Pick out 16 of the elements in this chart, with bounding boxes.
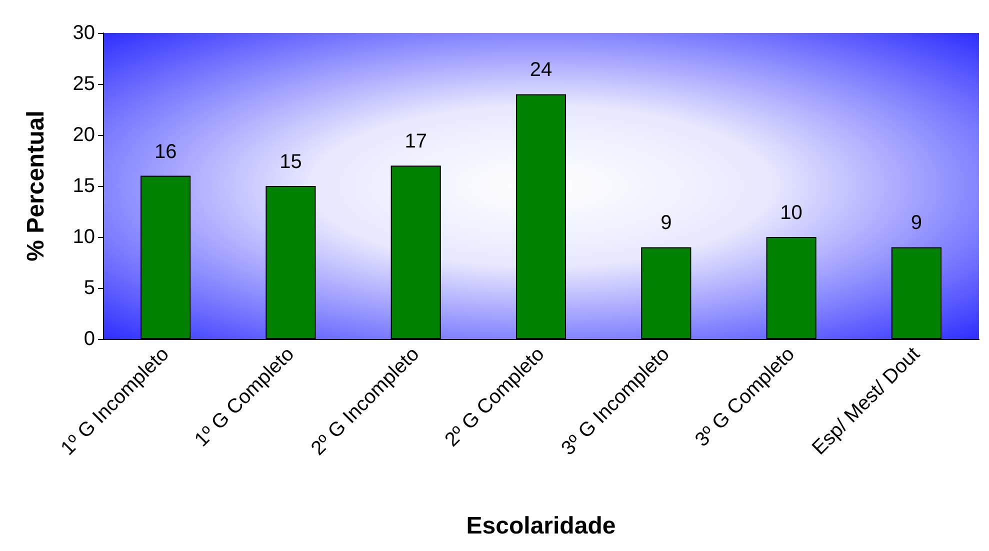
data-label: 15 (280, 151, 302, 173)
y-tick-label: 25 (72, 73, 95, 95)
data-label: 9 (660, 212, 672, 234)
data-label: 24 (530, 59, 552, 82)
y-tick-label: 10 (72, 226, 95, 248)
data-label: 16 (154, 140, 177, 163)
y-tick-label: 15 (72, 175, 95, 197)
data-label: 9 (910, 212, 922, 234)
x-axis-title: Escolaridade (466, 512, 616, 540)
y-tick-label: 0 (84, 328, 95, 350)
y-tick-label: 20 (72, 124, 95, 146)
data-label: 17 (404, 130, 427, 153)
y-tick-label: 5 (84, 277, 95, 299)
y-tick-label: 30 (72, 22, 95, 44)
data-label: 10 (780, 202, 802, 224)
y-axis-title: % Percentual (22, 110, 50, 262)
